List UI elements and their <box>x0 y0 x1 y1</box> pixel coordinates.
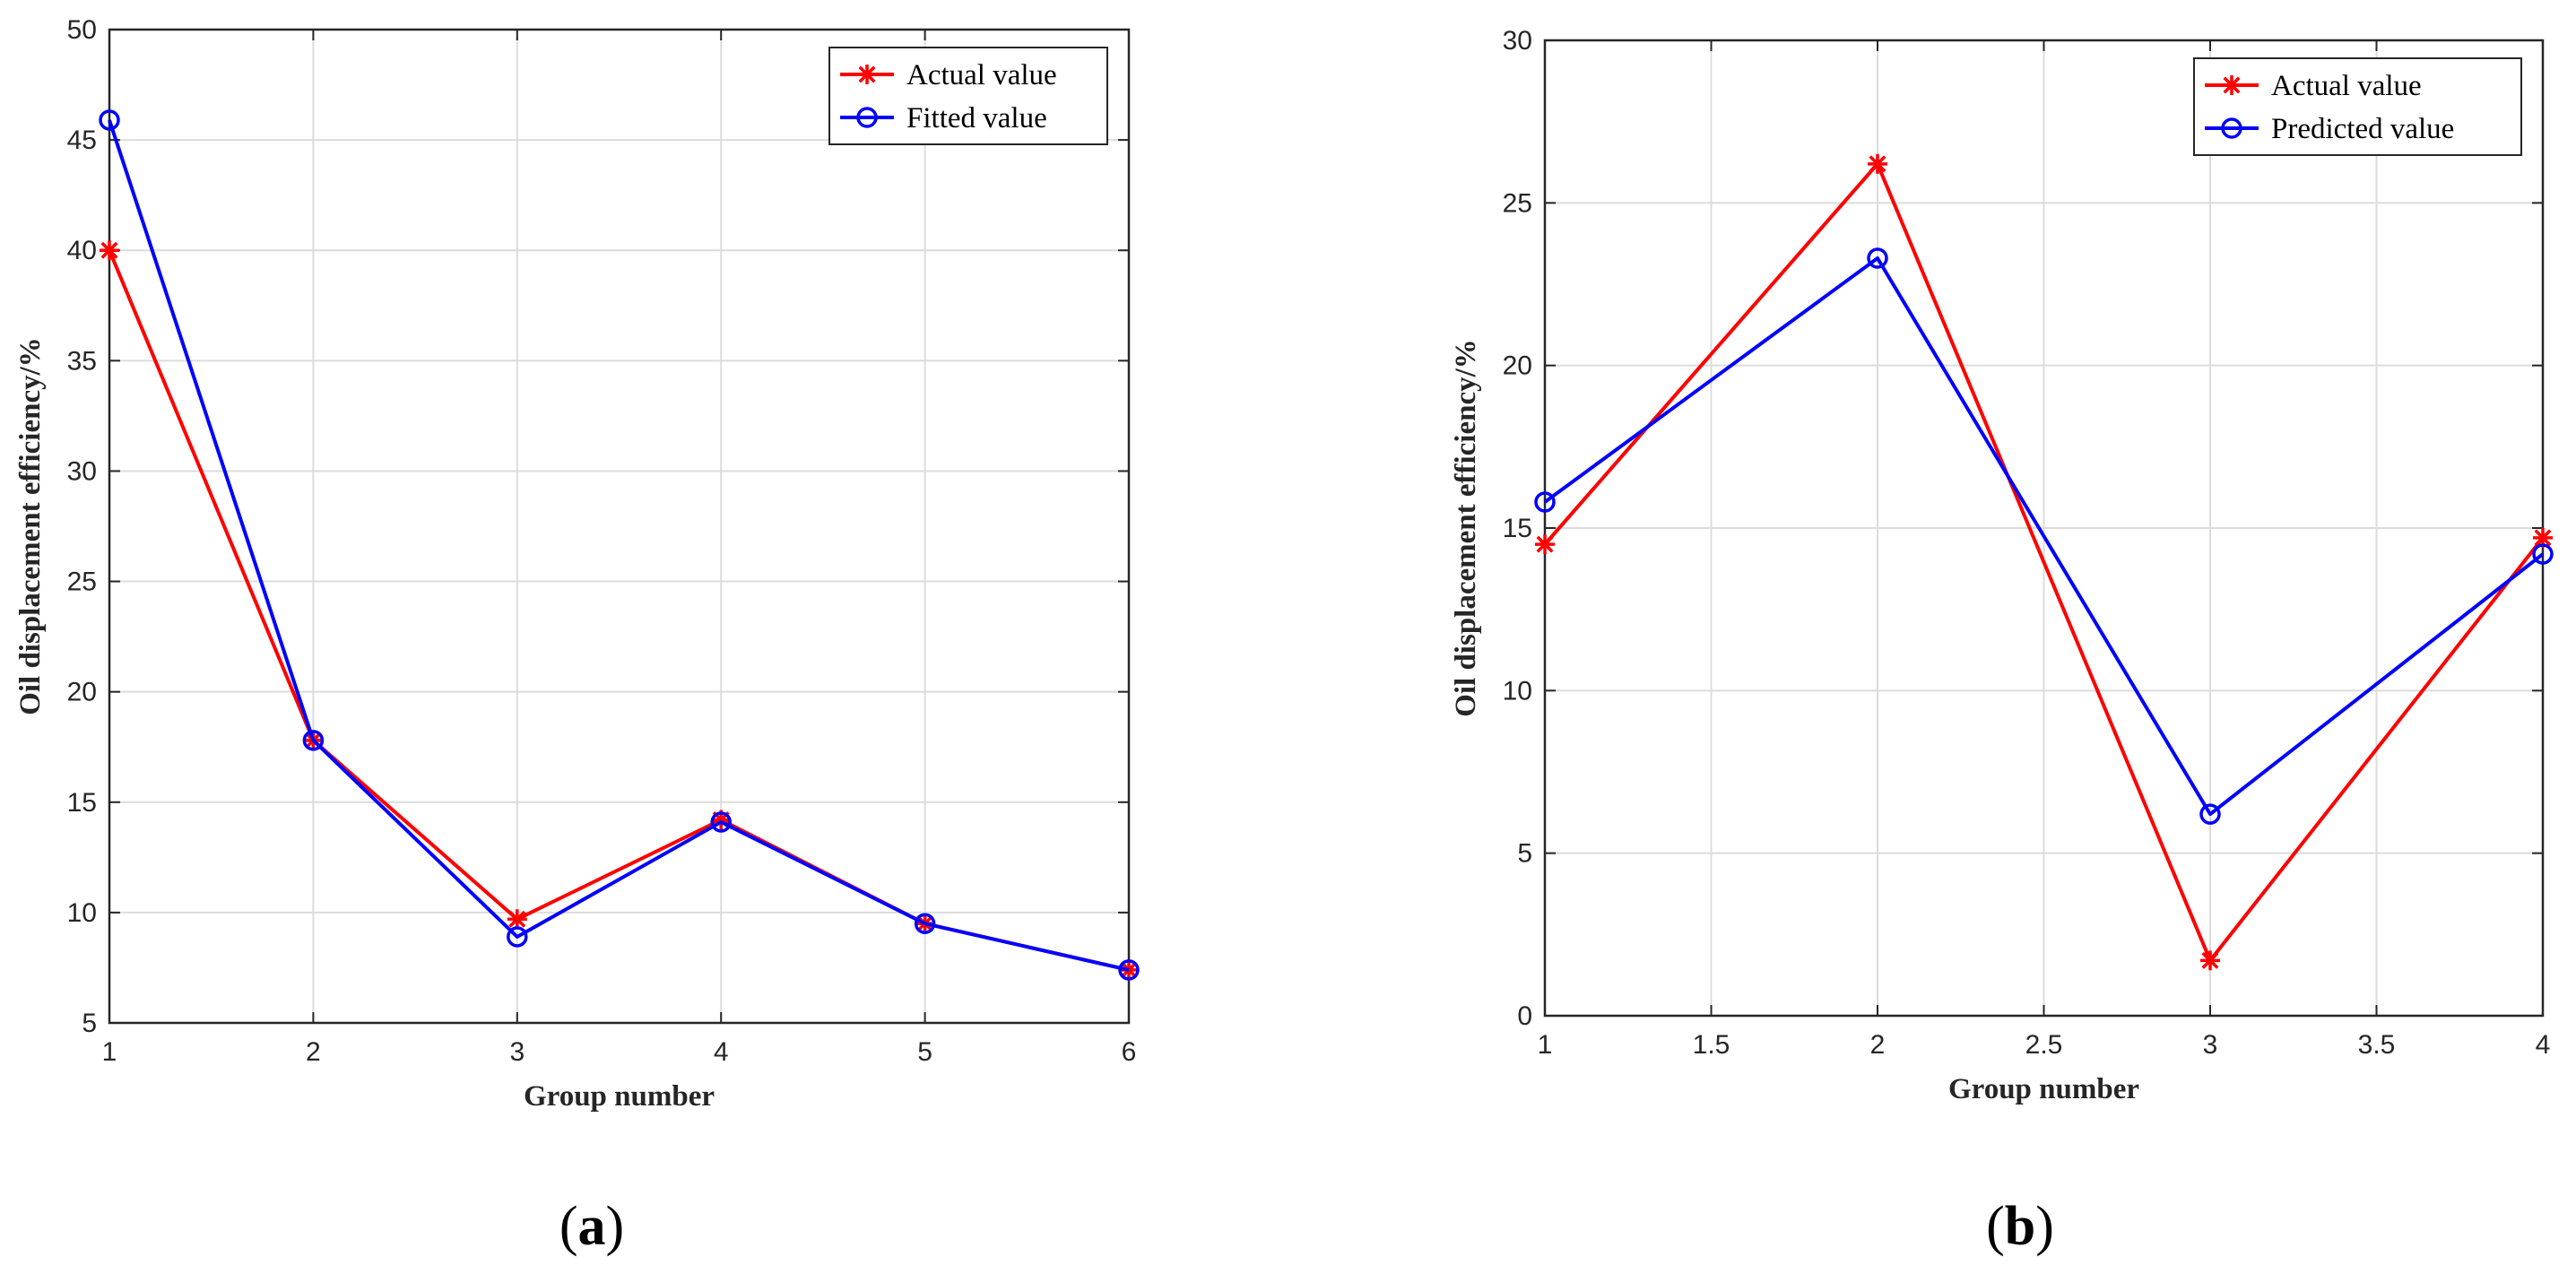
data-point <box>99 109 120 131</box>
legend: Actual value Fitted value <box>828 47 1108 145</box>
series-fitted-value <box>99 109 1140 981</box>
data-point <box>507 909 527 930</box>
legend-label: Predicted value <box>2271 113 2454 145</box>
panel-label-b: (b) <box>1986 1196 2054 1257</box>
legend-marker <box>856 107 878 128</box>
y-tick-label: 50 <box>67 15 97 45</box>
data-point <box>2199 803 2221 825</box>
y-axis-title: Oil displacement efficiency/% <box>14 337 47 715</box>
data-point <box>1867 247 1888 269</box>
y-tick-label: 5 <box>82 1009 97 1038</box>
data-point <box>1118 959 1140 981</box>
y-tick-label: 25 <box>1503 188 1532 218</box>
y-tick-label: 15 <box>1503 514 1532 543</box>
data-point <box>2533 527 2553 548</box>
y-tick-label: 0 <box>1517 1001 1532 1031</box>
series-actual-value <box>1535 153 2553 971</box>
x-tick-label: 2 <box>306 1037 321 1067</box>
y-tick-label: 15 <box>67 788 97 818</box>
legend-item: Fitted value <box>840 102 1047 134</box>
panel-letter: a <box>578 1196 606 1257</box>
x-tick-label: 6 <box>1122 1037 1137 1067</box>
plot-area <box>109 30 1129 1023</box>
x-tick-label: 1.5 <box>1693 1030 1730 1060</box>
y-tick-label: 10 <box>1503 676 1532 706</box>
x-tick-label: 4 <box>714 1037 729 1067</box>
y-tick-label: 5 <box>1517 839 1532 869</box>
data-point <box>1868 153 1887 174</box>
x-tick-label: 2 <box>1870 1030 1886 1060</box>
legend-label: Actual value <box>2271 70 2422 102</box>
legend-item: Predicted value <box>2205 113 2454 145</box>
legend-box <box>828 47 1108 145</box>
axes-box <box>108 28 1131 1025</box>
x-tick-label: 2.5 <box>2025 1030 2063 1060</box>
chart-panel-b: 1 1.5 2 2.5 3 3.5 4 0 5 10 15 20 25 30 Group number Oil… <box>1450 26 2554 1105</box>
x-tick-label: 3 <box>509 1037 525 1067</box>
panel-label-a: (a) <box>559 1196 624 1257</box>
data-point <box>1535 534 1555 555</box>
x-tick-label: 3 <box>2203 1030 2218 1060</box>
legend: Actual value Predicted value <box>2193 57 2522 156</box>
series-line <box>108 119 1130 972</box>
y-tick-label: 35 <box>67 346 97 376</box>
x-tick-label: 1 <box>102 1037 117 1067</box>
y-tick-label: 45 <box>67 126 97 155</box>
series-line <box>1543 256 2545 817</box>
series-line <box>1543 161 2545 963</box>
legend-box <box>2193 57 2522 156</box>
x-tick-label: 3.5 <box>2358 1030 2396 1060</box>
legend-marker <box>2222 75 2242 95</box>
data-point <box>2532 543 2554 565</box>
series-predicted-value <box>1534 247 2554 825</box>
y-tick-label: 20 <box>67 678 97 707</box>
y-tick-label: 25 <box>67 567 97 597</box>
y-tick-label: 40 <box>67 236 97 265</box>
data-point <box>507 926 528 948</box>
data-point <box>914 913 936 934</box>
y-tick-label: 30 <box>67 456 97 486</box>
x-tick-label: 5 <box>917 1037 932 1067</box>
data-point <box>100 240 119 261</box>
data-point <box>302 730 325 751</box>
data-point <box>2200 950 2220 971</box>
panel-letter: b <box>2005 1196 2035 1257</box>
y-axis-title: Oil displacement efficiency/% <box>1450 339 1482 717</box>
legend-label: Fitted value <box>906 102 1047 134</box>
y-tick-label: 20 <box>1503 351 1532 381</box>
data-point <box>1534 491 1556 513</box>
x-axis-title: Group number <box>1948 1073 2139 1105</box>
x-tick-label: 1 <box>1538 1030 1553 1060</box>
y-tick-label: 10 <box>67 898 97 928</box>
legend-marker <box>2221 117 2242 139</box>
data-point <box>710 811 732 833</box>
legend-item: Actual value <box>2205 70 2422 102</box>
legend-item: Actual value <box>840 59 1057 91</box>
legend-marker <box>857 65 877 84</box>
y-tick-label: 30 <box>1503 26 1532 56</box>
x-axis-title: Group number <box>524 1080 715 1113</box>
x-tick-label: 4 <box>2536 1030 2551 1060</box>
legend-label: Actual value <box>906 59 1057 91</box>
